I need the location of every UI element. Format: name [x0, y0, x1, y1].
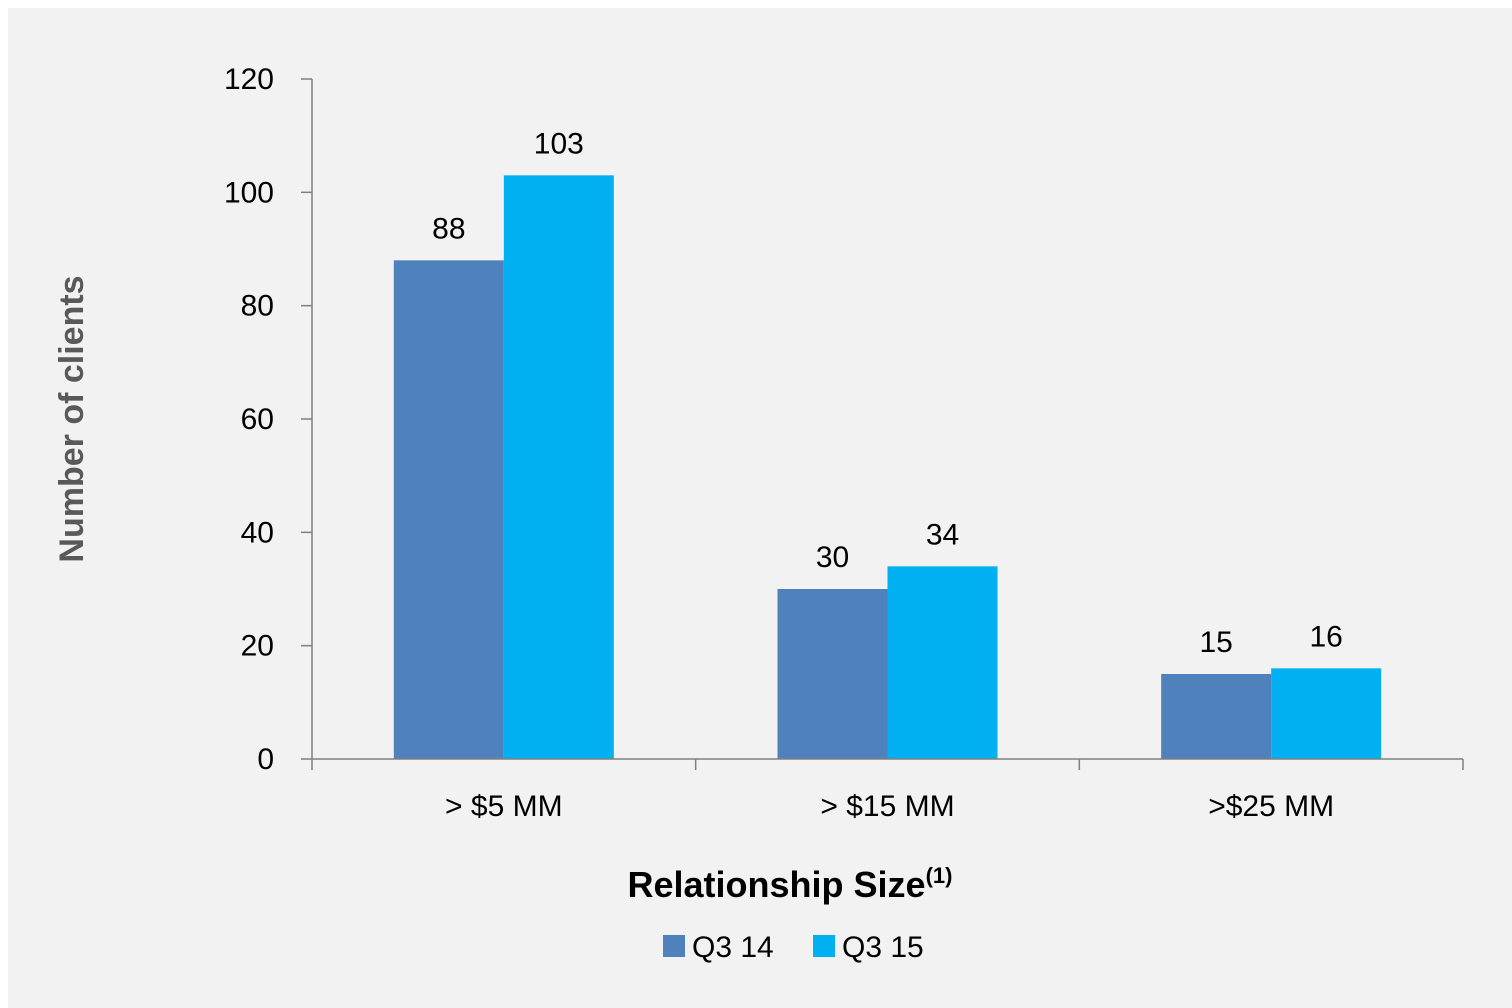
y-axis-ticks: 0 20 40 60 80 100 120 — [224, 63, 312, 776]
legend-label: Q3 15 — [842, 931, 924, 964]
data-label: 34 — [926, 518, 959, 551]
x-category-label: > $15 MM — [820, 790, 954, 823]
bar-q3-15 — [503, 175, 614, 760]
x-axis-categories: > $5 MM > $15 MM >$25 MM — [445, 790, 1334, 823]
y-tick-label: 20 — [241, 630, 274, 663]
axes — [311, 79, 1464, 770]
chart-area — [8, 8, 1512, 1008]
y-tick-label: 40 — [241, 516, 274, 549]
legend-swatch — [663, 935, 685, 957]
y-tick-label: 0 — [257, 743, 274, 776]
y-tick-label: 100 — [224, 176, 274, 209]
bar-q3-14 — [393, 260, 504, 759]
legend: Q3 14 Q3 15 — [663, 931, 924, 964]
bar-q3-15 — [1271, 668, 1382, 759]
x-axis-title-text: Relationship Size — [628, 864, 926, 905]
x-axis-title: Relationship Size(1) — [628, 863, 953, 905]
bar-q3-14 — [1161, 674, 1272, 759]
x-category-label: > $5 MM — [445, 790, 563, 823]
x-category-label: >$25 MM — [1208, 790, 1334, 823]
bars — [393, 175, 1382, 760]
bar-q3-14 — [777, 589, 888, 759]
data-label: 16 — [1309, 620, 1342, 653]
bar-q3-15 — [887, 566, 998, 759]
data-label: 88 — [432, 212, 465, 245]
data-labels: 88 30 15 103 34 16 — [432, 127, 1343, 659]
y-tick-label: 60 — [241, 403, 274, 436]
legend-swatch — [813, 935, 835, 957]
y-tick-label: 80 — [241, 290, 274, 323]
legend-label: Q3 14 — [692, 931, 774, 964]
x-axis-title-superscript: (1) — [926, 863, 953, 888]
y-tick-label: 120 — [224, 63, 274, 96]
data-label: 15 — [1199, 626, 1232, 659]
data-label: 103 — [534, 127, 584, 160]
data-label: 30 — [816, 541, 849, 574]
y-axis-title: Number of clients — [53, 275, 91, 562]
